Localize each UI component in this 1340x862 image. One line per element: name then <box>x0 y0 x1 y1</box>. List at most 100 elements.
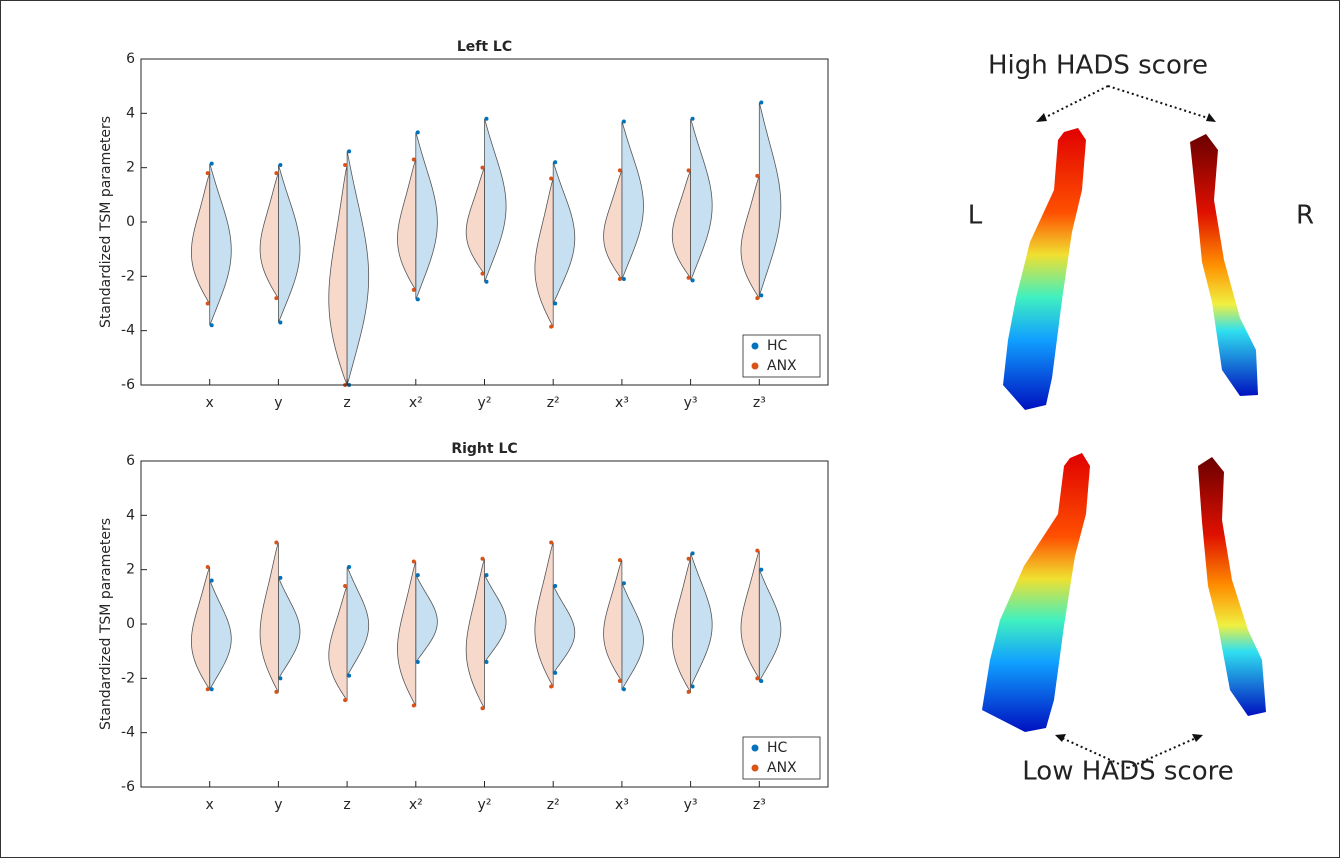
left-label: L <box>968 201 983 231</box>
min-point <box>686 275 691 280</box>
right-lc-low <box>1198 457 1266 716</box>
max-point <box>484 116 489 121</box>
legend-box <box>742 334 821 378</box>
x-tick-label: z <box>343 797 350 813</box>
right-lc-high <box>1190 134 1258 396</box>
max-point <box>343 583 348 588</box>
violin-half <box>415 573 438 664</box>
min-point <box>411 703 416 708</box>
min-point <box>209 687 214 692</box>
violin-half <box>190 172 211 305</box>
y-tick-label: -6 <box>121 779 135 795</box>
violin-half <box>209 580 232 691</box>
max-point <box>480 556 485 561</box>
legend-label: ANX <box>767 760 797 776</box>
violin-half <box>484 573 507 664</box>
min-point <box>759 293 764 298</box>
min-point <box>553 670 558 675</box>
violin-half <box>328 164 348 386</box>
violin-half <box>278 164 301 323</box>
bottom-label: Low HADS score <box>1022 757 1233 787</box>
min-point <box>480 706 485 711</box>
min-point <box>209 323 214 328</box>
violin-half <box>740 550 760 680</box>
min-point <box>755 296 760 301</box>
max-point <box>617 168 622 173</box>
violin-half <box>397 561 417 707</box>
violin-half <box>603 560 623 683</box>
min-point <box>621 277 626 282</box>
y-tick-label: 2 <box>126 562 135 578</box>
min-point <box>274 296 279 301</box>
arrowheads <box>1036 113 1216 742</box>
violin-half <box>397 159 417 292</box>
max-point <box>690 116 695 121</box>
violin-half <box>190 566 211 691</box>
violin-half <box>534 178 554 329</box>
min-point <box>759 679 764 684</box>
max-point <box>759 567 764 572</box>
min-point <box>617 277 622 282</box>
violin-half <box>415 132 438 300</box>
violin-half <box>758 102 782 296</box>
max-point <box>686 556 691 561</box>
max-point <box>347 564 352 569</box>
min-point <box>415 297 420 302</box>
max-point <box>553 160 558 165</box>
x-tick-label: x <box>206 395 214 411</box>
violin-half <box>346 566 370 677</box>
min-point <box>278 320 283 325</box>
left-lc-high <box>1003 128 1086 410</box>
max-point <box>415 130 420 135</box>
min-point <box>621 687 626 692</box>
violin-half <box>740 175 760 300</box>
max-point <box>755 548 760 553</box>
violin-half <box>534 542 554 688</box>
chart-title: Right LC <box>451 441 517 457</box>
legend-label: ANX <box>767 358 797 374</box>
x-tick-label: x³ <box>615 797 629 813</box>
violin-half <box>259 172 279 300</box>
legend-box <box>742 736 821 780</box>
legend-marker <box>751 342 759 350</box>
min-point <box>205 301 210 306</box>
y-tick-label: -4 <box>121 323 135 339</box>
max-point <box>343 162 348 167</box>
min-point <box>549 684 554 689</box>
max-point <box>759 100 764 105</box>
brain-renderings <box>982 128 1266 732</box>
y-tick-label: 0 <box>126 214 135 230</box>
legend-marker <box>751 362 759 370</box>
legend-label: HC <box>767 338 788 354</box>
max-point <box>411 157 416 162</box>
min-point <box>347 673 352 678</box>
max-point <box>209 578 214 583</box>
max-point <box>686 168 691 173</box>
y-tick-label: 4 <box>126 507 135 523</box>
max-point <box>549 176 554 181</box>
violin-half <box>209 163 232 326</box>
violin-half <box>346 151 370 386</box>
violin-half <box>552 162 576 304</box>
x-tick-label: y³ <box>684 797 698 813</box>
min-point <box>484 660 489 665</box>
min-point <box>549 324 554 329</box>
violin-half <box>690 553 713 687</box>
min-point <box>686 689 691 694</box>
x-tick-label: x² <box>409 395 423 411</box>
max-point <box>617 558 622 563</box>
violin-half <box>758 569 782 683</box>
y-tick-label: 6 <box>126 51 135 67</box>
x-tick-label: z³ <box>753 797 766 813</box>
violin-half <box>621 121 644 280</box>
violin-half <box>465 558 485 710</box>
x-tick-label: x³ <box>615 395 629 411</box>
right-label: R <box>1296 201 1314 231</box>
max-point <box>274 171 279 176</box>
min-point <box>755 676 760 681</box>
x-tick-label: x² <box>409 797 423 813</box>
x-tick-label: y³ <box>684 395 698 411</box>
max-point <box>484 573 489 578</box>
